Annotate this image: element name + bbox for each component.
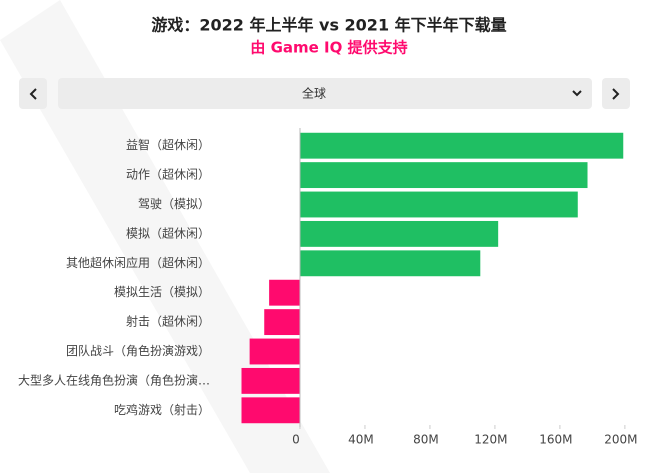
x-tick-label: 200M bbox=[604, 433, 637, 447]
y-tick-label: 模拟生活（模拟） bbox=[114, 285, 210, 299]
x-tick-label: 40M bbox=[348, 433, 374, 447]
bar bbox=[241, 367, 300, 394]
y-tick-label: 射击（超休闲） bbox=[126, 314, 210, 329]
bar bbox=[299, 191, 578, 218]
bar bbox=[299, 250, 481, 277]
y-tick-label: 吃鸡游戏（射击） bbox=[114, 402, 210, 417]
y-tick-label: 动作（超休闲） bbox=[126, 167, 210, 182]
bar bbox=[269, 279, 300, 306]
region-dropdown[interactable]: 全球 bbox=[58, 78, 592, 109]
y-tick-label: 团队战斗（角色扮演游戏） bbox=[66, 343, 210, 358]
bar bbox=[249, 338, 300, 365]
region-label: 全球 bbox=[302, 86, 326, 101]
bar bbox=[264, 309, 300, 336]
y-tick-label: 其他超休闲应用（超休闲） bbox=[66, 255, 210, 270]
prev-button[interactable] bbox=[19, 78, 47, 109]
y-tick-label: 模拟（超休闲） bbox=[126, 225, 210, 240]
bar bbox=[299, 220, 499, 247]
y-tick-label: 大型多人在线角色扮演（角色扮演… bbox=[18, 372, 210, 387]
chart-subtitle: 由 Game IQ 提供支持 bbox=[250, 39, 407, 57]
next-button[interactable] bbox=[602, 78, 630, 109]
y-tick-label: 驾驶（模拟） bbox=[138, 196, 210, 211]
x-tick-label: 160M bbox=[539, 433, 572, 447]
y-tick-label: 益智（超休闲） bbox=[126, 137, 210, 152]
background-shape bbox=[0, 0, 330, 473]
x-tick-label: 80M bbox=[413, 433, 439, 447]
bar bbox=[299, 162, 588, 189]
x-tick-label: 0 bbox=[292, 433, 300, 447]
x-tick-label: 120M bbox=[474, 433, 507, 447]
chart-title: 游戏：2022 年上半年 vs 2021 年下半年下载量 bbox=[151, 16, 506, 35]
bar bbox=[241, 397, 300, 424]
bar bbox=[299, 132, 624, 159]
